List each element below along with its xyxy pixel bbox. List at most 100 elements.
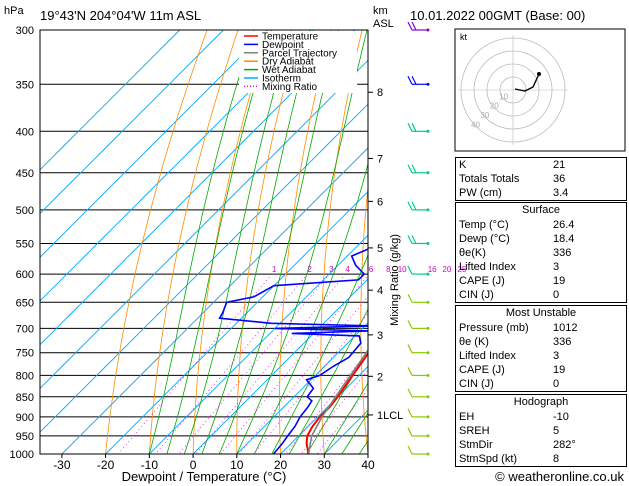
wind-barb xyxy=(407,320,430,330)
mixing-ratio-label: 8 xyxy=(386,265,391,274)
hodograph-stats-title: Hodograph xyxy=(513,396,569,408)
most-unstable-value: 0 xyxy=(553,378,560,390)
km-label-asl: ASL xyxy=(373,18,394,30)
mixing-ratio-line xyxy=(195,273,346,454)
pressure-tick-label: 600 xyxy=(16,269,34,281)
plot-frame xyxy=(39,29,369,455)
pressure-tick-label: 400 xyxy=(16,126,34,138)
dry-adiabat xyxy=(105,30,208,454)
km-tick-label: 7 xyxy=(377,153,383,165)
surface-value: 0 xyxy=(553,289,560,301)
wind-barb xyxy=(407,235,430,245)
index-value: 36 xyxy=(553,173,566,185)
hodograph-stat-value: -10 xyxy=(553,411,569,423)
most-unstable-row: CIN (J) 0 xyxy=(456,377,626,391)
hodograph-end-marker xyxy=(537,72,541,76)
most-unstable-value: 19 xyxy=(553,364,566,376)
hodograph-stat-row: StmSpd (kt) 8 xyxy=(456,452,626,466)
hodograph-ring-label: 10 xyxy=(499,92,508,101)
mixing-ratio-line xyxy=(117,273,273,454)
wet-adiabat xyxy=(166,30,273,454)
isotherm xyxy=(40,30,312,302)
hodograph-stat-label: StmDir xyxy=(459,439,493,451)
km-tick-label: 2 xyxy=(377,371,383,383)
wet-adiabat xyxy=(323,382,368,454)
wind-barb xyxy=(407,408,430,419)
mixing-ratio-label: 25 xyxy=(457,265,466,274)
wet-adiabat xyxy=(218,30,339,454)
temperature-tick-label: 20 xyxy=(274,458,288,472)
most-unstable-label: CAPE (J) xyxy=(459,364,505,376)
surface-value: 336 xyxy=(553,247,572,259)
most-unstable-rows: Pressure (mb) 1012 θe (K) 336 Lifted Index 3 C… xyxy=(456,321,626,391)
hodograph-ring-label: 40 xyxy=(471,120,480,129)
km-tick-label: 4 xyxy=(377,285,383,297)
wind-barb xyxy=(407,367,430,377)
surface-value: 19 xyxy=(553,275,566,287)
surface-value: 18.4 xyxy=(553,233,575,245)
pressure-tick-label: 500 xyxy=(16,205,34,217)
temperature-tick-label: -10 xyxy=(141,458,159,472)
hodograph-stat-row: StmDir 282° xyxy=(456,438,626,452)
km-label: km ASL xyxy=(373,5,394,30)
wind-barb xyxy=(407,344,430,355)
most-unstable-value: 336 xyxy=(553,336,572,348)
mixing-ratio-label: 2 xyxy=(307,265,312,274)
pressure-tick-label: 650 xyxy=(16,297,34,309)
most-unstable-label: CIN (J) xyxy=(459,378,494,390)
legend-entry: Temperature xyxy=(262,32,319,43)
pressure-tick-label: 550 xyxy=(16,238,34,250)
hodograph-stat-row: EH -10 xyxy=(456,410,626,424)
km-label-km: km xyxy=(373,5,388,17)
isotherm xyxy=(40,30,356,346)
temperature-tick-label: 10 xyxy=(230,458,244,472)
surface-label: CAPE (J) xyxy=(459,275,505,287)
wet-adiabat xyxy=(306,348,368,454)
wind-barb xyxy=(407,76,430,86)
hodograph-trace xyxy=(514,73,540,92)
dry-adiabat xyxy=(360,183,368,454)
hodograph-ring-label: 30 xyxy=(480,111,489,120)
wind-barb xyxy=(407,21,430,32)
wind-barb xyxy=(407,201,430,212)
dry-adiabat xyxy=(279,30,332,454)
indices-table: K 21 Totals Totals 36 PW (cm) 3.4 xyxy=(455,157,627,201)
surface-label: Temp (°C) xyxy=(459,219,509,231)
hpa-label: hPa xyxy=(4,5,24,17)
most-unstable-label: Pressure (mb) xyxy=(459,322,529,334)
pressure-tick-label: 750 xyxy=(16,348,34,360)
legend-entry: Dewpoint xyxy=(262,40,304,51)
surface-row: Dewp (°C) 18.4 xyxy=(456,232,626,246)
most-unstable-title: Most Unstable xyxy=(505,307,577,319)
km-tick-label: 5 xyxy=(377,243,383,255)
wind-barb xyxy=(407,164,430,175)
surface-row: CIN (J) 0 xyxy=(456,288,626,302)
isotherm xyxy=(61,147,368,454)
wet-adiabat xyxy=(271,254,368,454)
hodograph-stats-rows: EH -10 SREH 5 StmDir 282° StmSpd (kt) 8 xyxy=(456,410,626,466)
isotherm xyxy=(105,190,368,454)
series-line-temperature xyxy=(305,351,368,454)
series-line-dewpoint xyxy=(218,248,368,454)
hodograph-stat-label: EH xyxy=(459,411,475,423)
km-tick-label: 1LCL xyxy=(377,410,403,422)
mixing-ratio-line xyxy=(238,295,368,454)
header-datetime: 10.01.2022 00GMT (Base: 00) xyxy=(410,8,585,23)
wind-barbs xyxy=(407,21,430,456)
index-value: 3.4 xyxy=(553,187,569,199)
index-value: 21 xyxy=(553,159,566,171)
profile-lines xyxy=(40,30,368,454)
mixing-ratio-axis-label: Mixing Ratio (g/kg) xyxy=(389,234,401,326)
most-unstable-value: 3 xyxy=(553,350,560,362)
mixing-ratio-line xyxy=(220,274,368,454)
surface-rows: Temp (°C) 26.4 Dewp (°C) 18.4 θe(K) 336 Lifted… xyxy=(456,218,626,302)
index-row: K 21 xyxy=(456,158,626,172)
pressure-tick-label: 1000 xyxy=(10,449,34,461)
pressure-tick-label: 900 xyxy=(16,412,34,424)
most-unstable-row: CAPE (J) 19 xyxy=(456,363,626,377)
km-tick-label: 6 xyxy=(377,196,383,208)
isotherm xyxy=(148,234,368,454)
hodograph-stat-value: 5 xyxy=(553,425,560,437)
dry-adiabat xyxy=(192,30,270,454)
